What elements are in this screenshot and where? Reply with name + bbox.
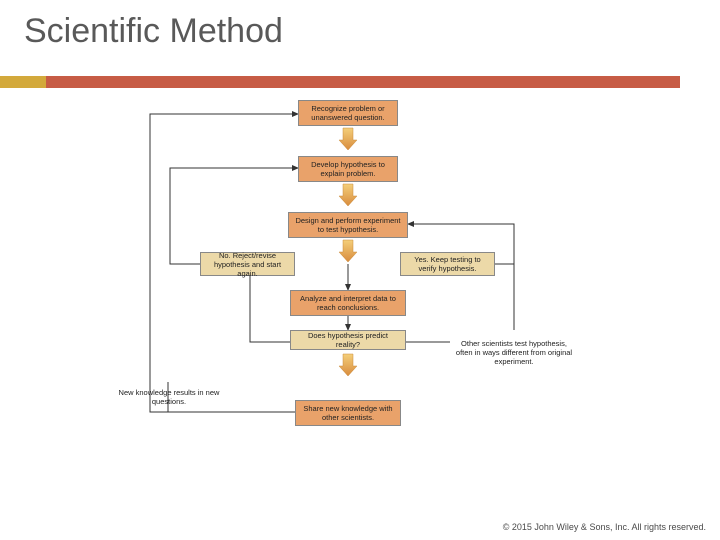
flow-node-no: No. Reject/revise hypothesis and start a… bbox=[200, 252, 295, 276]
page-title: Scientific Method bbox=[24, 12, 283, 51]
accent-bar-red bbox=[46, 76, 680, 88]
accent-bar-yellow bbox=[0, 76, 46, 88]
flow-node-n6: Share new knowledge with other scientist… bbox=[295, 400, 401, 426]
accent-bar bbox=[0, 76, 680, 88]
copyright: © 2015 John Wiley & Sons, Inc. All right… bbox=[503, 522, 706, 532]
flowchart: Recognize problem or unanswered question… bbox=[110, 100, 610, 500]
gradient-arrow-3 bbox=[339, 354, 357, 376]
flow-node-yes: Yes. Keep testing to verify hypothesis. bbox=[400, 252, 495, 276]
flow-node-n5: Does hypothesis predict reality? bbox=[290, 330, 406, 350]
flow-node-n3: Design and perform experiment to test hy… bbox=[288, 212, 408, 238]
flow-node-other: Other scientists test hypothesis, often … bbox=[448, 330, 580, 374]
flow-node-newk: New knowledge results in new questions. bbox=[114, 384, 224, 410]
flow-node-n4: Analyze and interpret data to reach conc… bbox=[290, 290, 406, 316]
flow-node-n2: Develop hypothesis to explain problem. bbox=[298, 156, 398, 182]
gradient-arrow-0 bbox=[339, 128, 357, 150]
flow-line-3 bbox=[408, 224, 514, 330]
gradient-arrow-2 bbox=[339, 240, 357, 262]
flow-node-n1: Recognize problem or unanswered question… bbox=[298, 100, 398, 126]
gradient-arrow-1 bbox=[339, 184, 357, 206]
